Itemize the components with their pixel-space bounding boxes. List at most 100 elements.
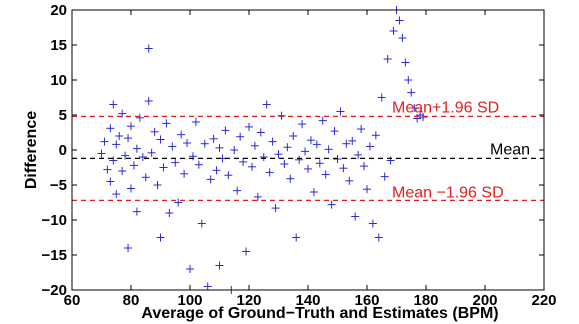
data-point bbox=[339, 164, 348, 173]
data-point bbox=[380, 172, 389, 181]
x-tick-label: 220 bbox=[531, 292, 556, 309]
x-tick-label: 80 bbox=[123, 292, 140, 309]
x-tick-label: 60 bbox=[64, 292, 81, 309]
data-point bbox=[333, 155, 342, 164]
data-point bbox=[271, 204, 280, 213]
data-point bbox=[348, 136, 357, 145]
data-point bbox=[371, 131, 380, 140]
data-point bbox=[221, 126, 230, 135]
data-point bbox=[309, 188, 318, 196]
data-point bbox=[156, 135, 165, 144]
data-point bbox=[132, 144, 141, 153]
data-point bbox=[289, 132, 298, 140]
data-point bbox=[265, 168, 274, 177]
data-point bbox=[209, 134, 218, 143]
data-point bbox=[374, 233, 383, 242]
data-point bbox=[351, 212, 360, 221]
data-point bbox=[286, 174, 295, 183]
data-point bbox=[242, 247, 251, 256]
data-point bbox=[277, 111, 286, 120]
data-point bbox=[156, 233, 165, 242]
data-point bbox=[324, 145, 333, 154]
data-point bbox=[306, 136, 315, 145]
data-point bbox=[183, 139, 192, 147]
reference-line-labels: Mean+1.96 SD Mean Mean −1.96 SD bbox=[392, 99, 530, 201]
data-point bbox=[115, 132, 124, 140]
data-point bbox=[135, 113, 144, 122]
data-point bbox=[312, 140, 321, 149]
y-tick-label: −15 bbox=[42, 247, 67, 264]
x-tick-label: 100 bbox=[177, 292, 202, 309]
data-point bbox=[203, 282, 212, 291]
data-point bbox=[401, 58, 410, 67]
data-point bbox=[109, 156, 118, 165]
x-tick-label: 140 bbox=[295, 292, 320, 309]
data-point bbox=[144, 44, 153, 53]
data-point bbox=[109, 100, 118, 109]
data-point bbox=[168, 142, 177, 151]
data-point bbox=[212, 166, 221, 175]
data-point bbox=[100, 137, 109, 146]
data-point bbox=[112, 140, 121, 149]
data-point bbox=[153, 181, 162, 189]
data-point bbox=[233, 186, 242, 195]
reference-lines bbox=[72, 115, 544, 201]
data-point bbox=[124, 134, 133, 143]
data-point bbox=[259, 153, 268, 161]
data-point bbox=[407, 88, 416, 97]
reference-line-label: Mean bbox=[490, 141, 530, 158]
y-axis-title: Difference bbox=[23, 111, 40, 189]
data-point bbox=[197, 219, 206, 228]
data-point bbox=[215, 143, 224, 152]
data-point bbox=[327, 200, 336, 209]
data-point bbox=[103, 165, 112, 174]
data-point bbox=[165, 209, 174, 217]
data-point bbox=[162, 119, 171, 128]
data-point bbox=[315, 159, 324, 168]
data-point bbox=[419, 113, 428, 122]
data-point bbox=[171, 158, 180, 167]
data-point bbox=[363, 185, 371, 194]
data-point bbox=[304, 164, 312, 173]
data-point bbox=[250, 141, 259, 150]
data-point bbox=[177, 130, 186, 139]
data-point bbox=[274, 150, 283, 159]
axis-ticks: 60 80 100 120 140 160 180 200 220 20 15 10 5 0 −5 −10 −1… bbox=[42, 2, 557, 309]
data-point bbox=[118, 109, 127, 118]
data-point bbox=[395, 16, 404, 25]
data-point bbox=[106, 124, 115, 133]
data-point bbox=[318, 116, 327, 125]
data-point bbox=[368, 219, 377, 228]
data-point bbox=[118, 167, 127, 175]
data-point bbox=[127, 184, 135, 193]
data-point bbox=[345, 176, 354, 185]
data-point bbox=[357, 125, 366, 133]
y-tick-label: −20 bbox=[42, 282, 67, 299]
reference-line-label: Mean+1.96 SD bbox=[392, 99, 499, 116]
data-point bbox=[301, 147, 310, 156]
data-point bbox=[124, 244, 133, 252]
y-tick-label: 15 bbox=[50, 37, 67, 54]
data-point bbox=[245, 122, 253, 131]
data-point bbox=[298, 120, 307, 129]
x-tick-label: 200 bbox=[472, 292, 497, 309]
data-point bbox=[262, 100, 271, 109]
y-tick-label: −5 bbox=[50, 177, 67, 194]
data-point bbox=[383, 55, 392, 63]
x-tick-label: 120 bbox=[236, 292, 261, 309]
data-point bbox=[147, 148, 156, 157]
data-point bbox=[180, 169, 189, 178]
data-point bbox=[129, 161, 138, 170]
data-point bbox=[386, 156, 395, 165]
y-tick-label: 5 bbox=[59, 107, 67, 124]
data-point bbox=[342, 139, 351, 148]
data-point bbox=[404, 76, 413, 84]
data-point bbox=[247, 162, 256, 171]
data-point bbox=[159, 163, 168, 172]
data-point bbox=[268, 137, 277, 146]
data-point bbox=[253, 192, 262, 201]
data-point bbox=[410, 104, 419, 112]
data-point bbox=[150, 127, 159, 136]
data-point bbox=[295, 155, 304, 164]
